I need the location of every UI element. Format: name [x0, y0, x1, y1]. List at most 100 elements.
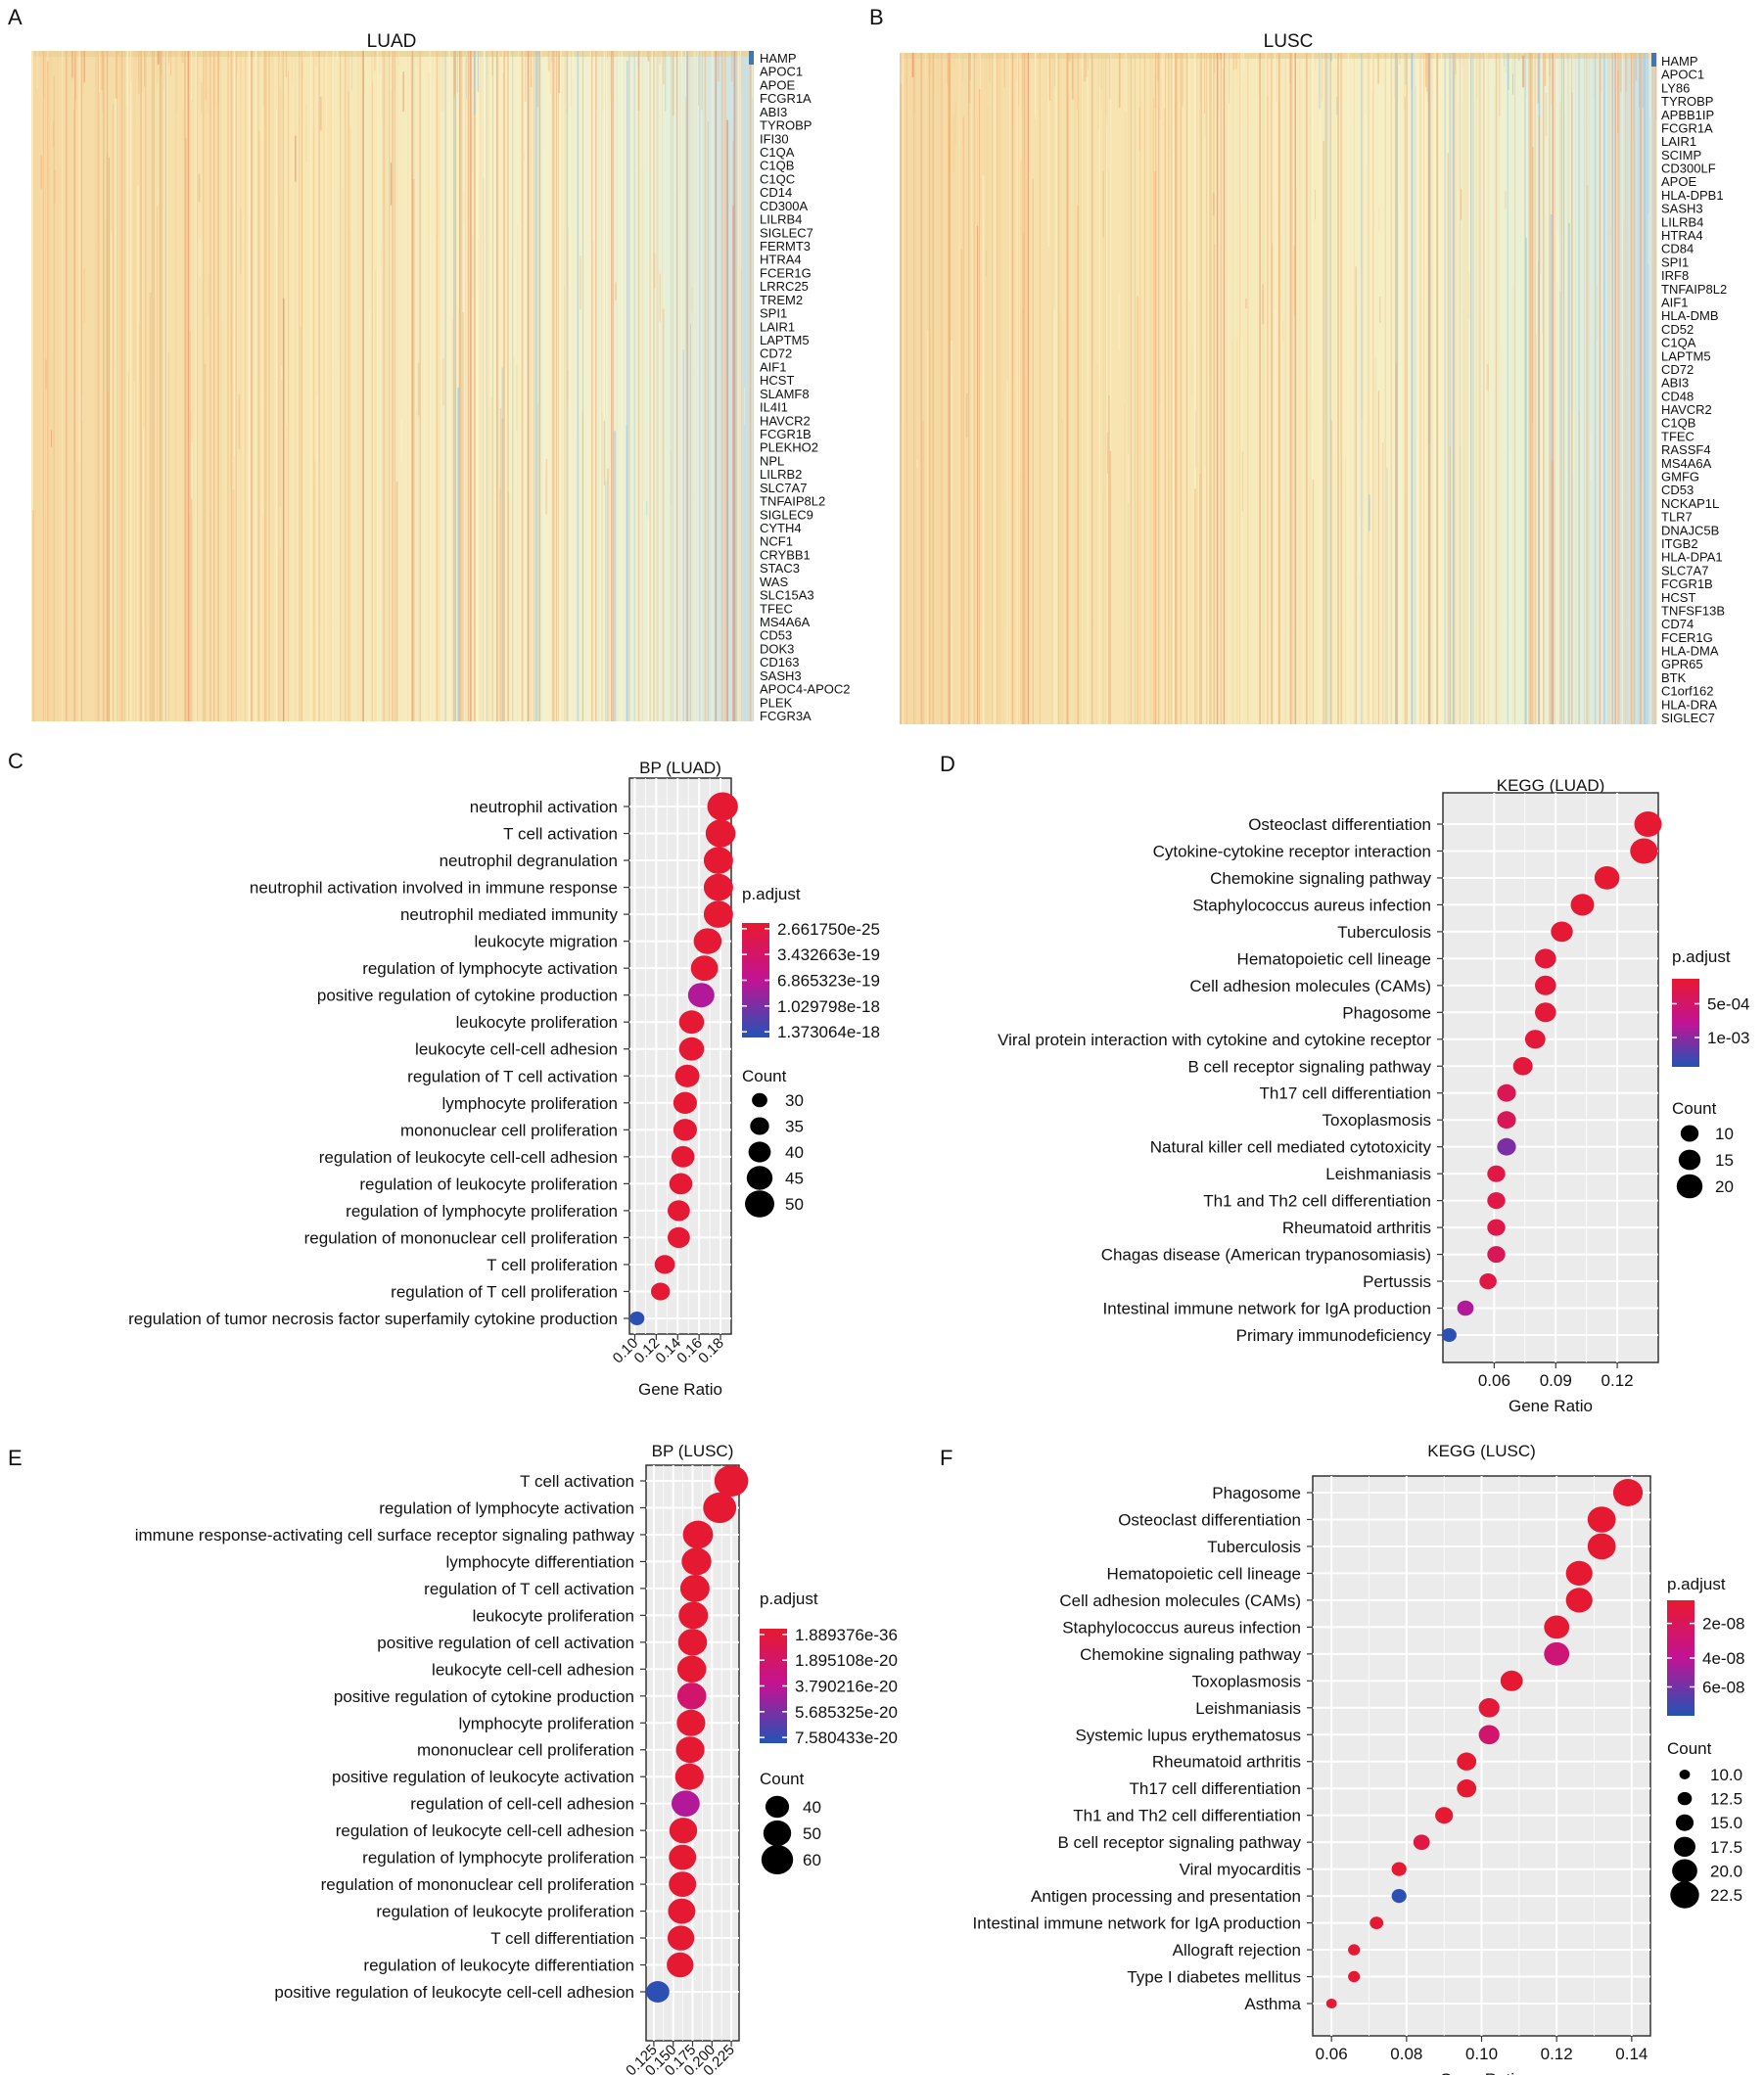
heatmap-cell-stripe [1087, 53, 1089, 724]
heatmap-cell-stripe [1104, 53, 1107, 724]
dot [1457, 1779, 1477, 1798]
heatmap-cell-stripe [487, 51, 489, 721]
term-label: regulation of leukocyte differentiation [363, 1957, 634, 1975]
heatmap-cell-stripe [168, 51, 169, 64]
heatmap-cell-stripe [502, 51, 504, 721]
heatmap-cell-stripe [1119, 53, 1121, 108]
heatmap-cell-stripe [507, 51, 509, 721]
heatmap-cell-stripe [1379, 297, 1381, 323]
heatmap-cell-stripe [565, 51, 568, 721]
heatmap-cell-stripe [205, 51, 207, 100]
heatmap-cell-stripe [1222, 53, 1224, 724]
dot [1391, 1862, 1407, 1876]
heatmap-cell-stripe [1399, 204, 1402, 724]
heatmap-cell-stripe [1102, 492, 1104, 724]
heatmap-cell-stripe [161, 51, 162, 721]
heatmap-cell-stripe [1109, 53, 1112, 724]
gene-label: FCGR1A [1661, 121, 1713, 136]
term-label: Tuberculosis [1337, 923, 1431, 942]
dot [1565, 1560, 1593, 1586]
heatmap-cell-stripe [83, 268, 85, 323]
heatmap-cell-stripe [1507, 53, 1509, 724]
heatmap-cell-stripe [1289, 53, 1292, 84]
heatmap-cell-stripe [1125, 53, 1127, 112]
term-label: positive regulation of leukocyte cell-ce… [274, 1983, 634, 2002]
heatmap-cell-stripe [966, 393, 968, 438]
heatmap-cell-stripe [1067, 383, 1069, 724]
heatmap-cell-stripe [1505, 191, 1507, 209]
heatmap-cell-stripe [300, 327, 302, 721]
heatmap-cell-stripe [95, 51, 97, 721]
dot [1487, 1246, 1506, 1264]
heatmap-cell-stripe [1336, 97, 1338, 115]
heatmap-cell-stripe [614, 431, 617, 721]
heatmap-cell-stripe [618, 51, 620, 721]
heatmap-cell-stripe [1046, 53, 1049, 724]
dot [703, 900, 733, 928]
heatmap-cell-stripe [1124, 404, 1126, 724]
heatmap-cell-stripe [1571, 53, 1573, 93]
heatmap-cell-stripe [592, 242, 594, 721]
heatmap-cell-stripe [35, 51, 36, 721]
gene-label: ABI3 [1661, 376, 1689, 391]
heatmap-cell-stripe [499, 407, 502, 721]
heatmap-cell-stripe [656, 51, 658, 721]
heatmap-cell-stripe [1143, 53, 1145, 724]
size-legend-dot [745, 1190, 774, 1218]
gene-label: CRYBB1 [760, 547, 811, 562]
heatmap-cell-stripe [1571, 53, 1573, 724]
size-legend-dot [1680, 1125, 1699, 1142]
heatmap-cell-stripe [1065, 53, 1068, 724]
heatmap-cell-stripe [558, 51, 560, 94]
heatmap-cell-stripe [559, 51, 561, 721]
x-tick-label: 0.12 [1602, 1371, 1634, 1390]
heatmap-cell-stripe [925, 53, 927, 724]
x-tick-label: 0.18 [695, 1335, 727, 1367]
heatmap-cell-stripe [637, 51, 640, 111]
color-legend-title: p.adjust [742, 885, 801, 903]
heatmap-cell-stripe [282, 52, 284, 109]
size-legend-label: 15 [1715, 1151, 1734, 1170]
heatmap-cell-stripe [968, 53, 971, 104]
term-label: T cell proliferation [487, 1256, 618, 1274]
heatmap-cell-stripe [1396, 53, 1398, 724]
heatmap-cell-stripe [97, 51, 100, 721]
heatmap-cell-stripe [1224, 53, 1226, 724]
heatmap-cell-stripe [412, 179, 415, 721]
heatmap-cell-stripe [135, 51, 138, 61]
dot [676, 1655, 707, 1683]
heatmap-cell-stripe [601, 51, 603, 721]
heatmap-cell-stripe [111, 232, 113, 722]
heatmap-cell-stripe [57, 51, 59, 721]
heatmap-cell-stripe [82, 51, 84, 96]
heatmap-cell-stripe [157, 206, 159, 721]
dot [682, 1520, 714, 1549]
heatmap-cell-stripe [261, 51, 263, 721]
heatmap-cell-stripe [71, 51, 73, 78]
heatmap-cell-stripe [1180, 53, 1182, 724]
heatmap-cell-stripe [1341, 53, 1343, 724]
heatmap-cell-stripe [1102, 53, 1105, 724]
heatmap-cell-stripe [1109, 450, 1111, 724]
heatmap-cell-stripe [1625, 53, 1627, 92]
term-label: regulation of T cell activation [407, 1067, 618, 1085]
heatmap-cell-stripe [1039, 53, 1041, 724]
heatmap-cell-stripe [138, 323, 141, 721]
heatmap-cell-stripe [1455, 53, 1457, 724]
heatmap-cell-stripe [998, 53, 1000, 724]
dot [1487, 1219, 1506, 1236]
heatmap-cell-stripe [740, 269, 743, 721]
heatmap-cell-stripe [1259, 53, 1261, 724]
heatmap-cell-stripe [1340, 53, 1342, 724]
size-legend-dot [1670, 1881, 1699, 1909]
heatmap-cell-stripe [235, 51, 238, 721]
gene-label: HCST [1661, 590, 1695, 605]
heatmap-cell-stripe [181, 51, 184, 63]
heatmap-cell-stripe [165, 51, 168, 721]
heatmap-cell-stripe [459, 314, 461, 721]
heatmap-cell-stripe [1271, 53, 1273, 724]
heatmap-cell-stripe [1413, 53, 1415, 724]
heatmap-cell-stripe [313, 51, 315, 721]
gene-label: HLA-DPA1 [1661, 550, 1723, 565]
heatmap-cell-stripe [496, 51, 498, 721]
